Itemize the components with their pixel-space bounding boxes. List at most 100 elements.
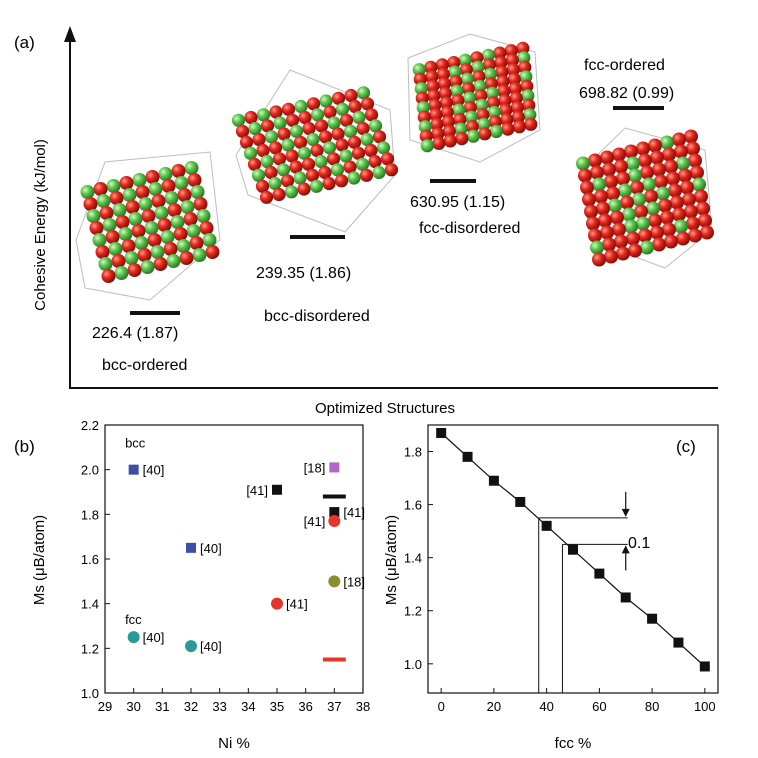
fe-atom <box>368 119 383 133</box>
group-labels: bcc fcc <box>125 435 146 626</box>
point-square <box>329 507 340 518</box>
ni-atom <box>654 174 668 189</box>
ni-atom <box>586 216 600 231</box>
y-tick-label: 1.6 <box>404 498 422 513</box>
ni-atom <box>684 129 698 144</box>
fe-atom <box>674 219 688 234</box>
y-tick-label: 1.2 <box>81 641 99 656</box>
fe-atom <box>624 219 638 234</box>
ni-atom <box>179 251 194 265</box>
ni-atom <box>269 105 283 119</box>
ni-atom <box>598 213 612 228</box>
ni-atom <box>302 121 316 136</box>
ni-atom <box>163 242 178 256</box>
ni-atom <box>131 224 146 238</box>
ni-atom <box>578 168 592 183</box>
point-square <box>620 592 631 603</box>
ni-atom <box>359 168 374 182</box>
fe-atom <box>487 105 501 119</box>
ni-atom <box>135 185 150 199</box>
fe-atom <box>692 177 706 192</box>
ni-atom <box>442 124 456 138</box>
ni-atom <box>666 171 680 186</box>
fe-atom <box>414 82 428 96</box>
point-label: [40] <box>200 639 222 654</box>
ni-atom <box>380 152 395 166</box>
ni-atom <box>674 144 688 159</box>
fe-atom <box>264 130 279 144</box>
ni-atom <box>634 204 648 219</box>
group-label: bcc <box>125 435 146 450</box>
ni-atom <box>680 180 694 195</box>
ni-atom <box>331 127 345 141</box>
data-points: [40] [40] [41] [18] [41] [41] [18] [41] [40] [40] <box>127 460 365 654</box>
panel-a-label: (a) <box>14 33 35 52</box>
fe-atom <box>450 84 464 98</box>
fe-atom <box>122 188 137 202</box>
x-tick-label: 30 <box>126 699 140 714</box>
ni-atom <box>486 96 500 110</box>
fe-atom <box>676 156 690 171</box>
group-label: fcc <box>125 612 142 627</box>
ni-atom <box>604 249 618 264</box>
point-label: [41] <box>304 514 326 529</box>
ni-atom <box>105 230 120 244</box>
ni-atom <box>310 143 324 158</box>
ni-atom <box>590 165 604 180</box>
ni-atom <box>356 121 370 136</box>
ni-atom <box>314 119 329 133</box>
fe-atom <box>352 110 366 125</box>
fe-atom <box>196 209 211 223</box>
ni-atom <box>281 102 296 116</box>
fe-atom <box>519 70 533 84</box>
ni-atom <box>472 70 486 84</box>
fe-atom <box>640 240 654 255</box>
ni-atom <box>616 171 630 186</box>
ni-atom <box>630 180 644 195</box>
ni-atom <box>189 236 204 250</box>
fe-atom <box>150 245 165 259</box>
ni-atom <box>431 127 445 141</box>
fe-atom <box>192 248 207 262</box>
ni-atom <box>594 189 608 204</box>
ni-atom <box>318 165 332 180</box>
ni-atom <box>499 103 513 117</box>
ni-atom <box>453 113 467 127</box>
ni-atom <box>688 153 702 168</box>
ni-atom <box>662 147 676 162</box>
point-square <box>488 475 499 486</box>
ni-atom <box>498 94 512 108</box>
ni-atom <box>443 134 457 148</box>
fe-atom <box>248 121 262 136</box>
ni-atom <box>424 60 438 74</box>
fe-atom <box>154 206 169 220</box>
ni-atom <box>648 138 662 153</box>
ni-atom <box>626 231 640 246</box>
point-circle <box>271 597 283 610</box>
ni-atom <box>638 153 652 168</box>
panel-a-ylabel: Cohesive Energy (kJ/mol) <box>32 139 49 311</box>
ni-atom <box>153 257 168 271</box>
ni-atom <box>364 108 379 122</box>
fe-atom <box>294 99 308 114</box>
ni-atom <box>484 77 498 91</box>
ni-atom <box>272 187 286 202</box>
fe-atom <box>360 132 374 147</box>
point-circle <box>185 640 197 653</box>
ni-atom <box>268 141 283 155</box>
ni-atom <box>305 168 320 182</box>
ni-atom <box>239 135 254 149</box>
y-tick-label: 1.2 <box>404 604 422 619</box>
ni-atom <box>247 157 262 171</box>
structure-fcc-disordered: 630.95 (1.15) fcc-disordered <box>407 33 541 237</box>
ni-atom <box>432 136 446 150</box>
ni-atom <box>624 144 638 159</box>
y-ticks: 1.0 1.2 1.4 1.6 1.8 2.0 2.2 <box>81 418 110 701</box>
fe-atom <box>281 138 295 152</box>
fe-atom <box>632 192 646 207</box>
data-points <box>436 427 710 672</box>
fe-atom <box>251 168 266 182</box>
fe-atom <box>164 191 179 205</box>
ni-atom <box>372 130 387 144</box>
fe-atom <box>590 240 604 255</box>
